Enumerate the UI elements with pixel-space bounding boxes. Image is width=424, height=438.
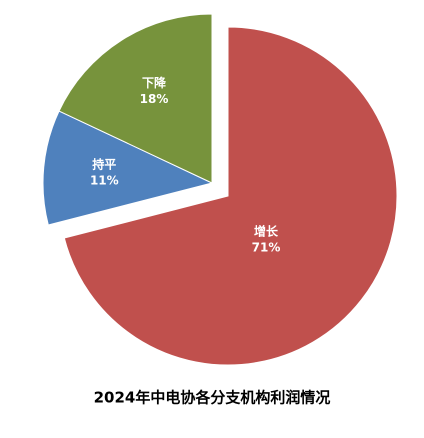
pie-slice — [63, 26, 398, 366]
slice-label: 下降 — [142, 75, 167, 90]
slice-label: 增长 — [254, 224, 279, 239]
slice-label: 持平 — [92, 156, 116, 171]
slice-value-label: 11% — [90, 173, 119, 187]
slice-value-label: 71% — [252, 241, 281, 255]
slice-value-label: 18% — [140, 92, 169, 106]
chart-title: 2024年中电协各分支机构利润情况 — [94, 389, 331, 407]
pie-slice — [42, 110, 214, 226]
pie-slice — [58, 13, 213, 184]
